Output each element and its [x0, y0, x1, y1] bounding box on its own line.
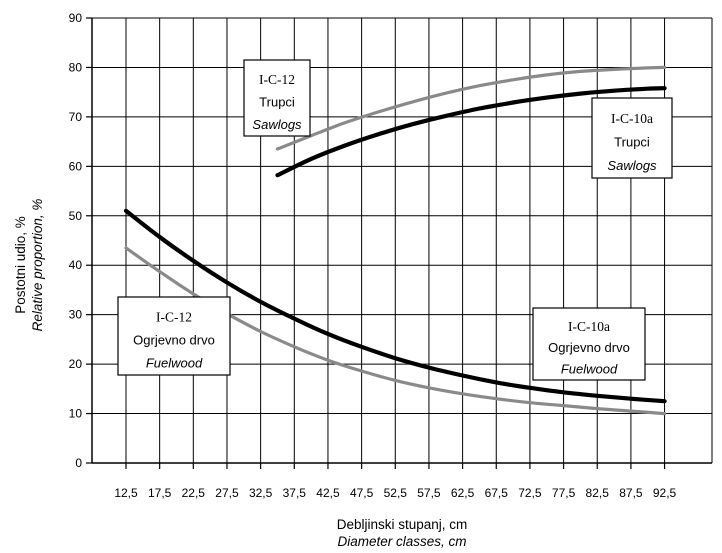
- axes: 0 10 20 30 40 50 60 70 80 90 12,5 17,5 22,5 27,5 32,5 3…: [69, 11, 713, 500]
- x-tick-label: 67,5: [485, 486, 509, 500]
- y-axis-title-en: Relative proportion, %: [30, 199, 45, 332]
- annotation-label: Ogrjevno drvo: [133, 333, 215, 348]
- x-tick-label: 27,5: [215, 486, 239, 500]
- annotation-fuel12: I-C-12 Ogrjevno drvo Fuelwood: [117, 296, 231, 376]
- annotation-label: Trupci: [259, 94, 295, 109]
- x-tick-label: 22,5: [182, 486, 206, 500]
- y-tick-label: 30: [69, 308, 83, 322]
- y-tick-label: 80: [69, 60, 83, 74]
- x-tick-label: 32,5: [249, 486, 273, 500]
- series-sawlogs-ic12: [275, 65, 667, 151]
- x-tick-label: 77,5: [552, 486, 576, 500]
- y-tick-label: 10: [69, 407, 83, 421]
- annotation-label: Ogrjevno drvo: [548, 340, 630, 355]
- x-axis-title: Debljinski stupanj, cm: [337, 517, 468, 532]
- annotation-label-en: Sawlogs: [607, 158, 657, 173]
- x-tick-label: 17,5: [148, 486, 172, 500]
- y-tick-label: 20: [69, 357, 83, 371]
- y-tick-label: 50: [69, 209, 83, 223]
- x-tick-label: 82,5: [586, 486, 610, 500]
- y-tick-label: 40: [69, 258, 83, 272]
- x-tick-label: 42,5: [316, 486, 340, 500]
- x-tick-label: 37,5: [283, 486, 307, 500]
- annotation-fuel10: I-C-10a Ogrjevno drvo Fuelwood: [532, 307, 646, 381]
- y-tick-label: 70: [69, 110, 83, 124]
- annotation-saw12: I-C-12 Trupci Sawlogs: [243, 59, 311, 137]
- series-fuelwood-ic10a: [123, 208, 667, 404]
- y-tick-label: 60: [69, 159, 83, 173]
- y-tick-label: 0: [75, 456, 82, 470]
- annotation-label: Trupci: [614, 135, 650, 150]
- y-axis-title: Postotni udio, %: [13, 216, 28, 314]
- x-tick-label: 72,5: [518, 486, 542, 500]
- y-tick-label: 90: [69, 11, 83, 25]
- annotation-label-en: Sawlogs: [252, 117, 302, 132]
- x-tick-label: 92,5: [653, 486, 677, 500]
- annotation-box: [532, 307, 646, 381]
- x-tick-label: 52,5: [384, 486, 408, 500]
- series-sawlogs-ic10a: [275, 86, 667, 178]
- x-tick-label: 62,5: [451, 486, 475, 500]
- annotation-code: I-C-12: [156, 310, 192, 325]
- annotation-box: [591, 97, 673, 179]
- x-axis-title-en: Diameter classes, cm: [337, 534, 466, 549]
- annotation-box: [117, 296, 231, 376]
- x-tick-label: 47,5: [350, 486, 374, 500]
- annotation-label-en: Fuelwood: [146, 356, 203, 371]
- x-tick-label: 12,5: [114, 486, 138, 500]
- x-tick-label: 57,5: [417, 486, 441, 500]
- annotation-code: I-C-10a: [568, 319, 610, 334]
- annotation-label-en: Fuelwood: [561, 361, 618, 376]
- annotation-code: I-C-10a: [611, 111, 653, 126]
- annotation-code: I-C-12: [259, 72, 295, 87]
- annotation-saw10: I-C-10a Trupci Sawlogs: [591, 97, 673, 179]
- annotation-box: [243, 59, 311, 137]
- x-tick-label: 87,5: [619, 486, 643, 500]
